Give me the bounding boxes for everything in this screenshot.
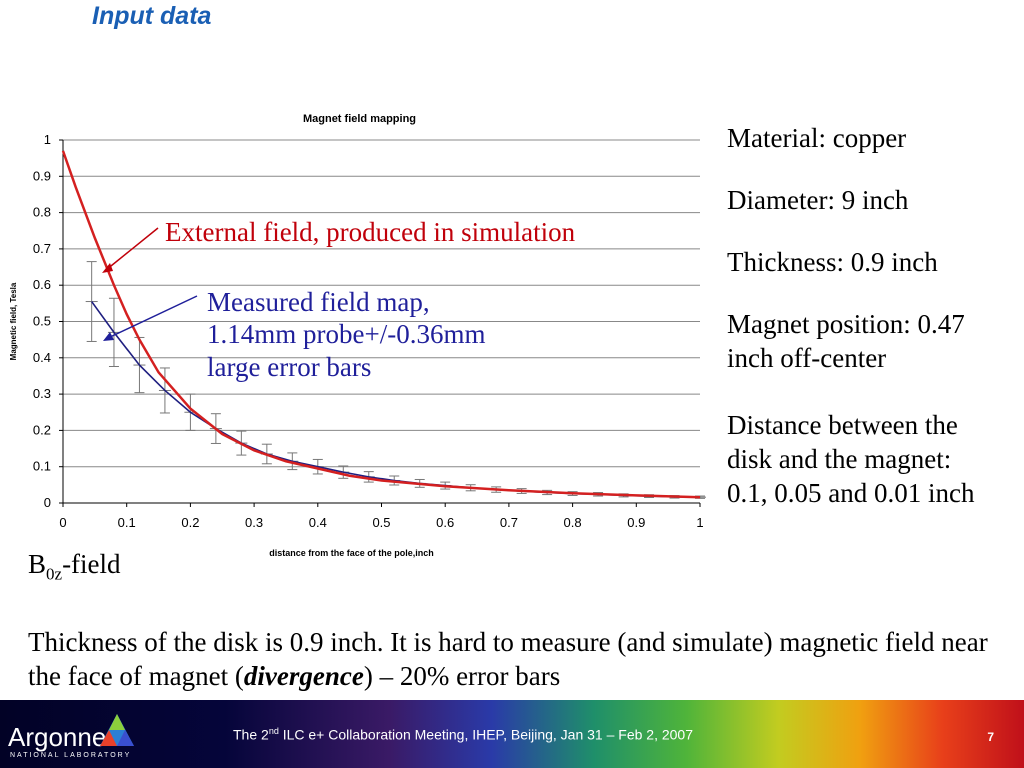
measured-arrow-head — [103, 332, 114, 341]
footer-text-post: ILC e+ Collaboration Meeting, IHEP, Beij… — [278, 726, 693, 743]
x-tick-label: 0 — [59, 515, 66, 530]
footer-bar: Argonne NATIONAL LABORATORY The 2nd ILC … — [0, 700, 1024, 768]
argonne-logo-text: Argonne — [8, 722, 107, 752]
measured-annotation-line-1: Measured field map, — [207, 287, 430, 317]
page-number: 7 — [987, 730, 994, 744]
x-tick-label: 0.1 — [118, 515, 136, 530]
x-tick-label: 0.2 — [181, 515, 199, 530]
x-tick-label: 0.5 — [372, 515, 390, 530]
info-diameter: Diameter: 9 inch — [727, 185, 909, 215]
argonne-logo-subtitle: NATIONAL LABORATORY — [10, 752, 132, 759]
footer-text-pre: The 2 — [233, 726, 269, 743]
chart-title: Magnet field mapping — [303, 113, 416, 125]
footer-text-sup: nd — [268, 726, 279, 736]
paragraph-emphasis: divergence — [243, 660, 364, 691]
x-tick-label: 0.7 — [500, 515, 518, 530]
x-tick-label: 0.4 — [309, 515, 327, 530]
measured-annotation-line-3: large error bars — [207, 351, 372, 382]
info-distance: Distance between the disk and the magnet… — [727, 410, 975, 508]
y-tick-label: 0.1 — [33, 459, 51, 474]
bfield-subscript: 0z — [46, 564, 63, 584]
external-field-annotation: External field, produced in simulation — [165, 217, 576, 247]
paragraph-part-2: ) – 20% error bars — [363, 660, 561, 691]
b0z-field-label: B0z-field — [28, 549, 121, 584]
x-tick-label: 0.6 — [436, 515, 454, 530]
measured-annotation-arrow — [107, 295, 198, 339]
y-tick-label: 0.2 — [33, 422, 51, 437]
info-magnet-position: Magnet position: 0.47 inch off-center — [727, 309, 965, 373]
y-tick-label: 0 — [44, 495, 51, 510]
y-tick-label: 0.6 — [33, 277, 51, 292]
bfield-main: B — [28, 549, 47, 579]
bfield-suffix: -field — [62, 549, 121, 579]
info-thickness: Thickness: 0.9 inch — [727, 247, 938, 277]
x-tick-label: 0.8 — [564, 515, 582, 530]
simulation-series-line — [61, 150, 701, 499]
x-tick-label: 1 — [696, 515, 703, 530]
paragraph-part-1: Thickness of the disk is 0.9 inch. It is… — [28, 627, 988, 691]
y-tick-label: 0.8 — [33, 205, 51, 220]
y-tick-label: 0.7 — [33, 241, 51, 256]
description-paragraph: Thickness of the disk is 0.9 inch. It is… — [28, 626, 1018, 694]
x-axis-title: distance from the face of the pole,inch — [269, 548, 434, 558]
y-tick-label: 0.5 — [33, 314, 51, 329]
footer-meeting-text: The 2nd ILC e+ Collaboration Meeting, IH… — [233, 726, 693, 743]
external-arrow-head — [102, 263, 113, 273]
x-tick-label: 0.9 — [627, 515, 645, 530]
argonne-triangle-icon — [100, 714, 134, 746]
y-axis-title: Magnetic field, Tesla — [9, 282, 18, 360]
y-tick-label: 0.9 — [33, 168, 51, 183]
magnet-field-chart: 0 0.1 0.2 0.3 0.4 0.5 0.6 0.7 0.8 0.9 1 0 0.1 0.2 0.3 0… — [9, 113, 706, 558]
external-annotation-arrow — [105, 227, 159, 271]
slide-title: Input data — [92, 2, 212, 30]
x-tick-label: 0.3 — [245, 515, 263, 530]
info-material: Material: copper — [727, 123, 907, 153]
y-tick-label: 1 — [44, 132, 51, 147]
measured-field-annotation: Measured field map, 1.14mm probe+/-0.36m… — [207, 286, 485, 383]
y-tick-label: 0.4 — [33, 350, 51, 365]
measured-annotation-line-2: 1.14mm probe+/-0.36mm — [207, 319, 486, 350]
y-tick-label: 0.3 — [33, 386, 51, 401]
